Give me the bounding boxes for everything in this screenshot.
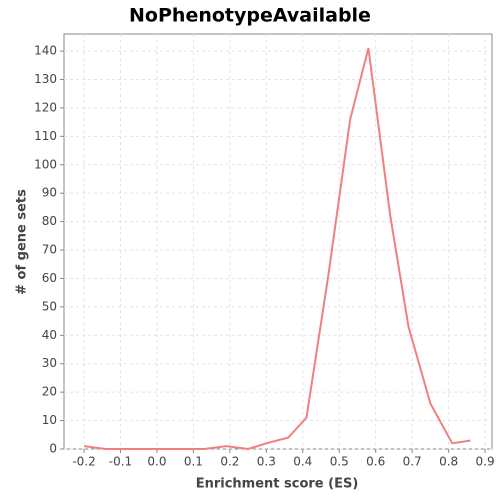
y-tick-label: 90 [42,186,57,200]
x-tick-label: 0.9 [476,455,495,469]
x-axis-label: Enrichment score (ES) [196,477,359,492]
y-tick-label: 120 [34,100,57,114]
y-tick-label: 10 [42,413,57,427]
y-tick-label: 40 [42,328,57,342]
y-axis-label: # of gene sets [15,189,30,295]
x-tick-label: -0.1 [109,455,132,469]
y-tick-label: 70 [42,243,57,257]
chart-title: NoPhenotypeAvailable [129,5,371,27]
x-tick-label: -0.2 [72,455,95,469]
y-tick-label: 130 [34,72,57,86]
plot-frame [63,33,493,450]
y-tick-label: 50 [42,299,57,313]
x-tick-label: 0.2 [220,455,239,469]
x-tick-label: 0.1 [184,455,203,469]
x-tick-label: 0.6 [366,455,385,469]
x-tick-label: 0.7 [403,455,422,469]
x-tick-label: 0.3 [257,455,276,469]
line [83,47,471,451]
y-tick-label: 80 [42,214,57,228]
y-tick-label: 0 [49,442,57,456]
x-tick-label: 0.8 [439,455,458,469]
y-tick-label: 20 [42,385,57,399]
y-tick-label: 60 [42,271,57,285]
y-tick-label: 30 [42,356,57,370]
y-tick-label: 100 [34,157,57,171]
x-tick-label: 0.5 [330,455,349,469]
y-tick-label: 110 [34,129,57,143]
x-tick-label: 0.0 [147,455,166,469]
y-tick-label: 140 [34,44,57,58]
x-tick-label: 0.4 [293,455,312,469]
